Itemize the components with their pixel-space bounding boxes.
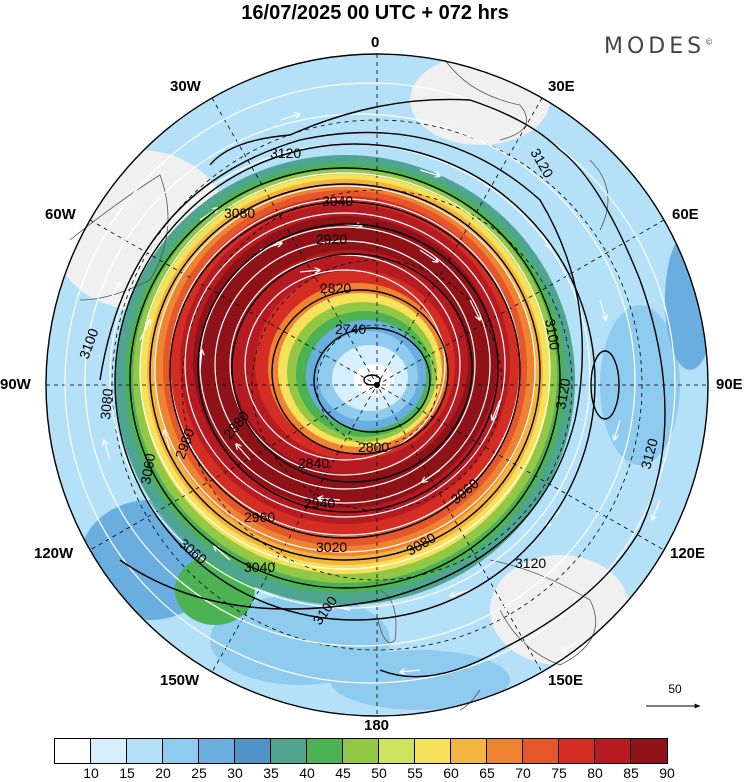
- colorbar-tick-label: 20: [155, 765, 171, 781]
- colorbar-cell: [451, 739, 487, 763]
- colorbar-tick-label: 25: [191, 765, 207, 781]
- lon-label-90e: 90E: [716, 376, 743, 393]
- colorbar-tick-label: 45: [335, 765, 351, 781]
- modes-logo: MODES©: [604, 34, 713, 59]
- colorbar-cell: [163, 739, 199, 763]
- colorbar-cell: [559, 739, 595, 763]
- contour-label: 3040: [322, 193, 353, 209]
- contour-label: 3120: [515, 555, 546, 571]
- lon-label-60e: 60E: [672, 206, 699, 223]
- colorbar-tick-label: 35: [263, 765, 279, 781]
- pole-marker: [374, 382, 380, 388]
- colorbar-tick-label: 85: [623, 765, 639, 781]
- lon-label-90w: 90W: [0, 376, 31, 393]
- colorbar-cell: [415, 739, 451, 763]
- logo-mark: ©: [705, 37, 714, 47]
- colorbar-tick-label: 60: [443, 765, 459, 781]
- contour-label: 2960: [244, 509, 275, 525]
- lon-label-120w: 120W: [34, 545, 74, 562]
- colorbar: [54, 738, 668, 764]
- contour-label: 2740: [335, 321, 366, 337]
- contour-label: 2840: [298, 455, 329, 471]
- coastlines: [69, 59, 609, 711]
- map-border: [45, 53, 709, 717]
- contour-label: 2920: [316, 231, 347, 247]
- colorbar-cell: [631, 739, 667, 763]
- colorbar-cell: [271, 739, 307, 763]
- contour-label: 3100: [542, 318, 563, 352]
- lon-label-120e: 120E: [670, 545, 706, 562]
- contour-label: 3020: [316, 539, 347, 555]
- contour-label: 3080: [97, 388, 116, 421]
- colorbar-tick-label: 50: [371, 765, 387, 781]
- contour-label: 2820: [320, 280, 351, 296]
- reference-vector-label: 50: [668, 682, 682, 696]
- colorbar-cell: [595, 739, 631, 763]
- chart-title: 16/07/2025 00 UTC + 072 hrs: [241, 2, 509, 24]
- colorbar-tick-label: 10: [83, 765, 99, 781]
- lon-label-30e: 30E: [548, 78, 575, 95]
- colorbar-cell: [199, 739, 235, 763]
- colorbar-cell: [91, 739, 127, 763]
- height-contours: [99, 98, 666, 678]
- colorbar-tick-label: 15: [119, 765, 135, 781]
- colorbar-cell: [235, 739, 271, 763]
- colorbar-tick-label: 55: [407, 765, 423, 781]
- lon-label-0: 0: [371, 34, 380, 51]
- colorbar-tick-label: 80: [587, 765, 603, 781]
- contour-label: 3120: [270, 145, 301, 161]
- colorbar-tick-label: 90: [659, 765, 675, 781]
- colorbar-tick-label: 40: [299, 765, 315, 781]
- contour-label: 3120: [552, 377, 573, 411]
- colorbar-cell: [55, 739, 91, 763]
- lon-label-150e: 150E: [548, 672, 584, 689]
- contour-label: 3080: [224, 205, 255, 221]
- colorbar-tick-label: 65: [479, 765, 495, 781]
- lon-label-30w: 30W: [170, 78, 201, 95]
- colorbar-cell: [487, 739, 523, 763]
- contour-label: 2800: [358, 439, 389, 455]
- reference-arrow: [646, 703, 701, 709]
- contour-label: 2940: [304, 495, 335, 511]
- colorbar-cell: [127, 739, 163, 763]
- colorbar-cell: [307, 739, 343, 763]
- colorbar-cell: [343, 739, 379, 763]
- logo-text: MODES: [604, 34, 706, 59]
- wind-arrows: [104, 114, 661, 672]
- colorbar-tick-label: 30: [227, 765, 243, 781]
- lon-label-60w: 60W: [45, 206, 76, 223]
- polar-map: 3120 3120 3080 3040 2920 2820 2740 3100 …: [45, 53, 709, 717]
- contour-label: 3120: [637, 436, 661, 470]
- colorbar-cell: [523, 739, 559, 763]
- contour-labels: 3120 3120 3080 3040 2920 2820 2740 3100 …: [76, 145, 661, 628]
- contour-label: 3040: [244, 559, 275, 575]
- lon-label-180: 180: [364, 717, 390, 734]
- contour-label: 3060: [137, 452, 158, 486]
- reference-vector: 50: [640, 682, 710, 721]
- lon-label-150w: 150W: [160, 672, 200, 689]
- colorbar-tick-label: 70: [515, 765, 531, 781]
- colorbar-tick-label: 75: [551, 765, 567, 781]
- colorbar-cell: [379, 739, 415, 763]
